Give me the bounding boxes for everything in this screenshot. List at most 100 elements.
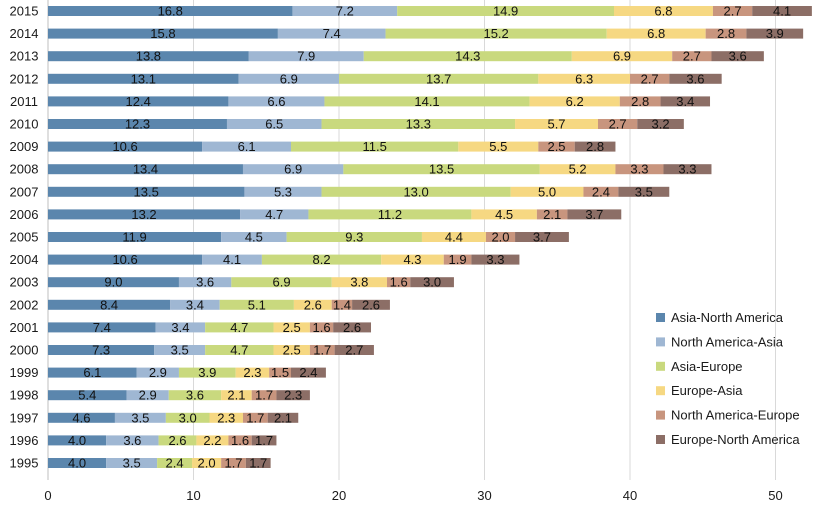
data-label: 1.7 <box>255 433 273 448</box>
data-label: 2.5 <box>283 343 301 358</box>
bar-segment <box>331 277 388 288</box>
x-tick-label: 30 <box>477 488 491 503</box>
bar-segment <box>324 96 530 107</box>
y-category-label: 2009 <box>10 139 39 154</box>
data-label: 4.1 <box>773 4 791 19</box>
data-label: 13.4 <box>133 162 158 177</box>
legend-swatch <box>656 386 665 396</box>
bar-segment <box>48 141 203 152</box>
data-label: 3.3 <box>678 162 696 177</box>
bar-segment <box>471 254 520 265</box>
data-label: 2.7 <box>609 117 627 132</box>
data-label: 7.3 <box>92 343 110 358</box>
data-label: 2.6 <box>362 297 380 312</box>
y-category-label: 2003 <box>10 275 39 290</box>
bar-segment <box>136 367 179 378</box>
data-label: 6.8 <box>654 4 672 19</box>
bar-segment <box>48 390 127 401</box>
bar-segment <box>48 28 278 39</box>
bar-segment <box>48 254 203 265</box>
y-category-label: 1995 <box>10 456 39 471</box>
bar-segment <box>363 51 572 62</box>
bar-segment <box>309 322 334 333</box>
data-label: 9.3 <box>345 230 363 245</box>
bar-segment <box>48 119 227 129</box>
data-label: 12.4 <box>126 94 151 109</box>
data-label: 4.0 <box>68 433 86 448</box>
bar-segment <box>286 232 422 242</box>
data-label: 14.9 <box>493 4 518 19</box>
bar-segment <box>443 254 472 265</box>
bar-segment <box>48 164 243 175</box>
bar-segment <box>48 51 249 62</box>
bar-segment <box>615 164 664 175</box>
bar-segment <box>228 435 252 446</box>
y-category-label: 1997 <box>10 410 39 425</box>
legend: Asia-North America North America-Asia Asia… <box>656 310 800 447</box>
data-label: 6.1 <box>83 365 101 380</box>
bar-segment <box>226 119 322 129</box>
data-label: 4.1 <box>223 252 241 267</box>
data-label: 2.5 <box>283 320 301 335</box>
data-label: 2.0 <box>198 456 216 471</box>
bar-segment <box>606 28 706 39</box>
x-tick-label: 10 <box>186 488 200 503</box>
data-label: 2.2 <box>203 433 221 448</box>
data-label: 7.2 <box>336 4 354 19</box>
data-label: 4.7 <box>265 207 283 222</box>
bar-segment <box>209 412 243 423</box>
data-label: 6.9 <box>613 49 631 64</box>
bar-segment <box>333 322 372 333</box>
x-tick-label: 40 <box>623 488 637 503</box>
data-label: 6.1 <box>238 139 256 154</box>
y-category-label: 1996 <box>10 433 39 448</box>
bar-segment <box>48 232 222 242</box>
data-label: 1.7 <box>249 456 267 471</box>
data-label: 7.4 <box>93 320 111 335</box>
bar-segment <box>276 390 310 401</box>
bar-segment <box>248 51 364 62</box>
data-label: 6.9 <box>272 275 290 290</box>
data-label: 13.5 <box>134 184 159 199</box>
data-label: 3.5 <box>131 410 149 425</box>
bar-segment <box>48 96 229 107</box>
bar-segment <box>352 299 390 310</box>
y-category-label: 2008 <box>10 162 39 177</box>
data-label: 6.5 <box>265 117 283 132</box>
data-label: 14.3 <box>455 49 480 64</box>
data-label: 8.2 <box>313 252 331 267</box>
data-label: 2.0 <box>491 230 509 245</box>
y-category-label: 1998 <box>10 388 39 403</box>
data-label: 2.6 <box>304 297 322 312</box>
bar-segment <box>48 299 171 310</box>
bar-segment <box>48 186 245 197</box>
bar-segment <box>583 186 619 197</box>
bar-segment <box>277 28 386 39</box>
data-label: 16.8 <box>158 4 183 19</box>
data-label: 13.7 <box>426 71 451 86</box>
bar-segment <box>261 254 382 265</box>
bar-segment <box>106 458 158 468</box>
data-label: 4.0 <box>68 456 86 471</box>
bar-segment <box>157 458 193 468</box>
y-category-label: 2001 <box>10 320 39 335</box>
bar-segment <box>293 299 332 310</box>
bar-segment <box>202 254 262 265</box>
bar-segment <box>273 322 310 333</box>
data-label: 3.6 <box>186 388 204 403</box>
y-category-label: 2006 <box>10 207 39 222</box>
bar-segment <box>660 96 711 107</box>
data-label: 1.4 <box>333 297 351 312</box>
data-label: 4.6 <box>72 410 90 425</box>
data-label: 1.6 <box>231 433 249 448</box>
bar-segment <box>231 277 332 288</box>
x-tick-label: 50 <box>768 488 782 503</box>
data-label: 12.3 <box>125 117 150 132</box>
data-label: 11.2 <box>378 207 402 222</box>
bar-segment <box>205 345 274 355</box>
bar-segment <box>244 186 322 197</box>
bar-segment <box>292 6 398 16</box>
bar-segment <box>269 367 291 378</box>
bar-segment <box>106 435 159 446</box>
bar-segment <box>240 209 309 220</box>
